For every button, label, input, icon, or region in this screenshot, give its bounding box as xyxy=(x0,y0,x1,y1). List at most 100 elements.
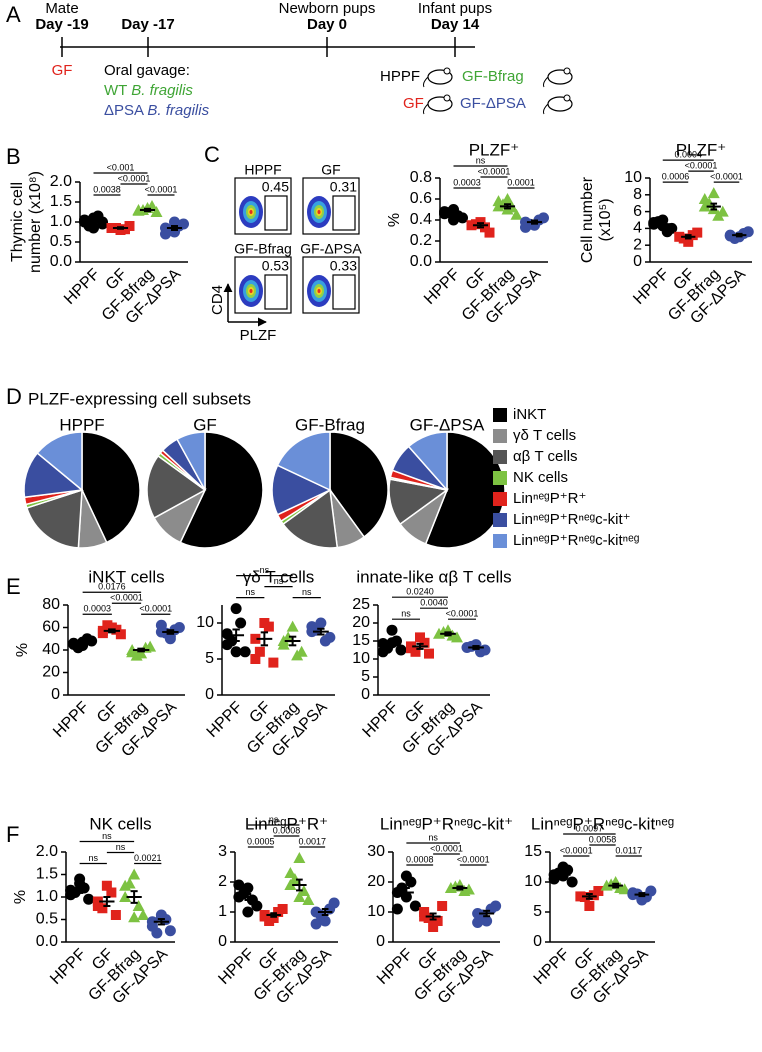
y-tick-label: 15 xyxy=(524,843,542,860)
y-tick-label: 6 xyxy=(633,203,642,220)
x-tick-label: HPPF xyxy=(360,699,402,741)
data-point xyxy=(68,638,80,650)
data-point xyxy=(83,893,95,905)
comparison-label: 0.0001 xyxy=(507,177,535,187)
flow-gate-value: 0.33 xyxy=(330,258,357,274)
data-point xyxy=(319,635,331,647)
y-axis-label: % xyxy=(12,890,29,904)
pie-name: HPPF xyxy=(59,415,104,434)
y-axis-label: (x10⁵) xyxy=(597,198,614,241)
y-tick-label: 8 xyxy=(633,186,642,203)
chart-title: LinⁿᵉᵍP⁺Rⁿᵉᵍc-kitⁿᵉᵍ xyxy=(531,814,674,833)
y-tick-label: 10 xyxy=(352,650,370,667)
data-point xyxy=(250,654,261,664)
data-point xyxy=(584,901,595,911)
comparison-label: ns xyxy=(245,587,255,597)
y-tick-label: 0.0 xyxy=(50,253,72,270)
data-point xyxy=(405,876,417,888)
y-tick-label: 30 xyxy=(367,843,385,860)
y-tick-label: 25 xyxy=(352,596,370,613)
flow-density xyxy=(317,210,321,214)
data-point xyxy=(146,920,158,932)
y-tick-label: 0.5 xyxy=(36,911,58,928)
comparison-label: ns xyxy=(260,565,270,575)
comparison-label: 0.0005 xyxy=(247,836,275,846)
data-point xyxy=(128,868,141,880)
group-name: GF-ΔPSA xyxy=(460,95,526,112)
chart-title: PLZF⁺ xyxy=(469,140,520,159)
gavage-title: Oral gavage: xyxy=(104,62,190,79)
data-point xyxy=(310,918,322,930)
data-point xyxy=(406,643,416,654)
legend-label: LinⁿᵉᵍP⁺Rⁿᵉᵍc-kit⁺ xyxy=(513,511,631,528)
y-tick-label: 1 xyxy=(218,903,227,920)
x-tick-label: HPPF xyxy=(630,266,672,308)
pie-slice xyxy=(81,431,141,544)
chart-title: LinⁿᵉᵍP⁺R⁺ xyxy=(245,814,328,833)
data-point xyxy=(698,193,711,204)
comparison-label: 0.0038 xyxy=(93,184,121,194)
legend-swatch xyxy=(493,408,507,422)
flow-gate xyxy=(264,195,288,231)
data-point xyxy=(277,638,290,650)
data-point xyxy=(409,900,421,912)
data-point xyxy=(288,873,301,884)
comparison-label: ns xyxy=(116,842,126,852)
data-point xyxy=(471,219,481,230)
data-point xyxy=(510,208,523,220)
comparison-label: 0.0017 xyxy=(298,836,326,846)
legend-label: αβ T cells xyxy=(513,448,578,465)
data-point xyxy=(92,901,103,911)
legend-swatch xyxy=(493,492,507,506)
flow-density xyxy=(249,289,253,293)
y-tick-label: 0 xyxy=(376,933,385,950)
comparison-label: 0.0003 xyxy=(83,604,111,614)
data-point xyxy=(396,882,408,894)
comparison-label: 0.0006 xyxy=(662,171,690,181)
comparison-label: <0.0001 xyxy=(118,173,151,183)
chart-title: innate-like αβ T cells xyxy=(356,567,511,586)
data-point xyxy=(132,204,145,216)
gavage-strain: ΔPSA B. fragilis xyxy=(104,102,210,119)
mouse-tail xyxy=(423,76,429,88)
comparison-label: <0.001 xyxy=(107,162,135,172)
y-tick-label: 0 xyxy=(533,933,542,950)
pie-name: GF xyxy=(193,415,217,434)
flow-gate xyxy=(264,274,288,310)
comparison-label: 0.0040 xyxy=(420,598,448,608)
panel-label: D xyxy=(6,384,22,409)
x-tick-label: HPPF xyxy=(47,946,89,988)
y-tick-label: 40 xyxy=(42,641,60,658)
mouse-ear xyxy=(563,67,571,75)
comparison-label: <0.0001 xyxy=(710,171,743,181)
pie-slice xyxy=(179,431,264,549)
y-tick-label: 0 xyxy=(51,686,60,703)
event-day: Day -17 xyxy=(121,16,174,33)
data-point xyxy=(284,867,297,878)
x-tick-label: HPPF xyxy=(61,266,103,308)
data-point xyxy=(377,646,389,658)
data-point xyxy=(566,876,578,888)
data-point xyxy=(102,620,113,631)
data-point xyxy=(428,922,439,932)
pie-slice xyxy=(407,431,448,492)
legend-swatch xyxy=(493,534,507,548)
legend-label: γδ T cells xyxy=(513,427,576,444)
comparison-label: ns xyxy=(476,155,486,165)
data-point xyxy=(128,911,141,923)
event-day: Day -19 xyxy=(35,16,88,33)
data-point xyxy=(155,619,167,631)
comparison-label: 0.0021 xyxy=(134,853,162,863)
legend-swatch xyxy=(493,513,507,527)
data-point xyxy=(293,891,306,902)
pie-slice xyxy=(271,464,332,516)
y-tick-label: 60 xyxy=(42,619,60,636)
y-tick-label: 20 xyxy=(367,873,385,890)
comparison-label: 0.0004 xyxy=(674,149,702,159)
data-point xyxy=(439,206,450,218)
mouse-ear xyxy=(563,94,571,102)
data-point xyxy=(79,214,90,226)
pie-slice xyxy=(329,431,389,538)
comparison-label: 0.0008 xyxy=(406,854,434,864)
data-point xyxy=(424,648,434,659)
